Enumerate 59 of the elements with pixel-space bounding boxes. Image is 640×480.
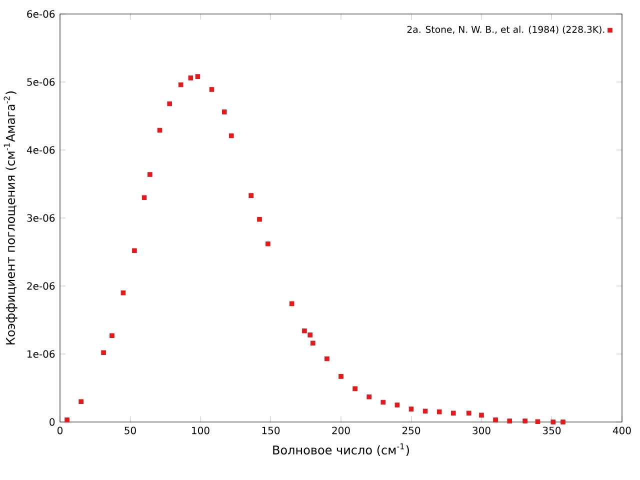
point bbox=[209, 87, 214, 92]
x-tick-label: 100 bbox=[192, 426, 210, 434]
point bbox=[535, 419, 540, 424]
y-axis-title: Коэффициент поглощения (см$^{-1}$Амага$^{-2}$) bbox=[4, 91, 18, 344]
y-tick-label: 5e-06 bbox=[27, 78, 55, 86]
point bbox=[78, 399, 84, 404]
x-tick-label: 350 bbox=[542, 426, 561, 434]
point bbox=[101, 350, 106, 356]
y-tick-label: 4e-06 bbox=[26, 146, 55, 154]
point bbox=[394, 402, 400, 408]
point bbox=[64, 418, 70, 422]
y-tick-label: 0 bbox=[50, 418, 55, 426]
point bbox=[522, 418, 528, 424]
point bbox=[178, 82, 184, 88]
point bbox=[142, 195, 147, 200]
x-tick-label: 0 bbox=[57, 426, 63, 434]
point bbox=[167, 101, 172, 106]
point bbox=[466, 410, 472, 416]
point bbox=[188, 76, 194, 80]
point bbox=[352, 386, 358, 392]
y-tick-label: 2e-06 bbox=[27, 282, 55, 290]
y-tick-label: 3e-06 bbox=[27, 214, 55, 222]
point bbox=[380, 400, 386, 405]
point bbox=[436, 409, 442, 414]
point bbox=[366, 394, 372, 400]
point bbox=[302, 328, 307, 334]
point bbox=[422, 408, 428, 414]
point bbox=[120, 290, 126, 296]
point bbox=[408, 406, 414, 412]
y-tick-label: 6e-06 bbox=[27, 10, 55, 18]
x-tick-label: 150 bbox=[262, 426, 280, 434]
point bbox=[248, 193, 254, 198]
point bbox=[195, 74, 200, 79]
point bbox=[450, 410, 456, 416]
x-tick-label: 300 bbox=[472, 426, 490, 434]
point bbox=[289, 301, 294, 306]
point bbox=[308, 332, 312, 338]
point bbox=[560, 420, 566, 424]
x-tick-label: 250 bbox=[402, 426, 420, 434]
point bbox=[493, 418, 498, 422]
x-tick-label: 50 bbox=[124, 426, 136, 434]
point bbox=[222, 110, 227, 114]
x-tick-label: 200 bbox=[332, 426, 350, 434]
point bbox=[324, 356, 330, 362]
x-axis-title: Волновое число (см$^{-1}$) bbox=[273, 443, 409, 456]
point bbox=[110, 333, 114, 338]
point bbox=[266, 241, 270, 246]
point bbox=[310, 340, 316, 346]
point bbox=[257, 216, 262, 222]
y-tick-label: 1e-06 bbox=[28, 350, 55, 358]
point bbox=[148, 172, 152, 177]
legend-label: 2a. Stone, N. W. B., et al. (1984) (228.3K). bbox=[407, 26, 604, 34]
point bbox=[338, 374, 344, 379]
point bbox=[507, 418, 512, 424]
point bbox=[229, 133, 234, 138]
point bbox=[132, 248, 137, 254]
point bbox=[479, 412, 484, 418]
point bbox=[550, 420, 556, 424]
x-tick-label: 400 bbox=[612, 426, 631, 434]
